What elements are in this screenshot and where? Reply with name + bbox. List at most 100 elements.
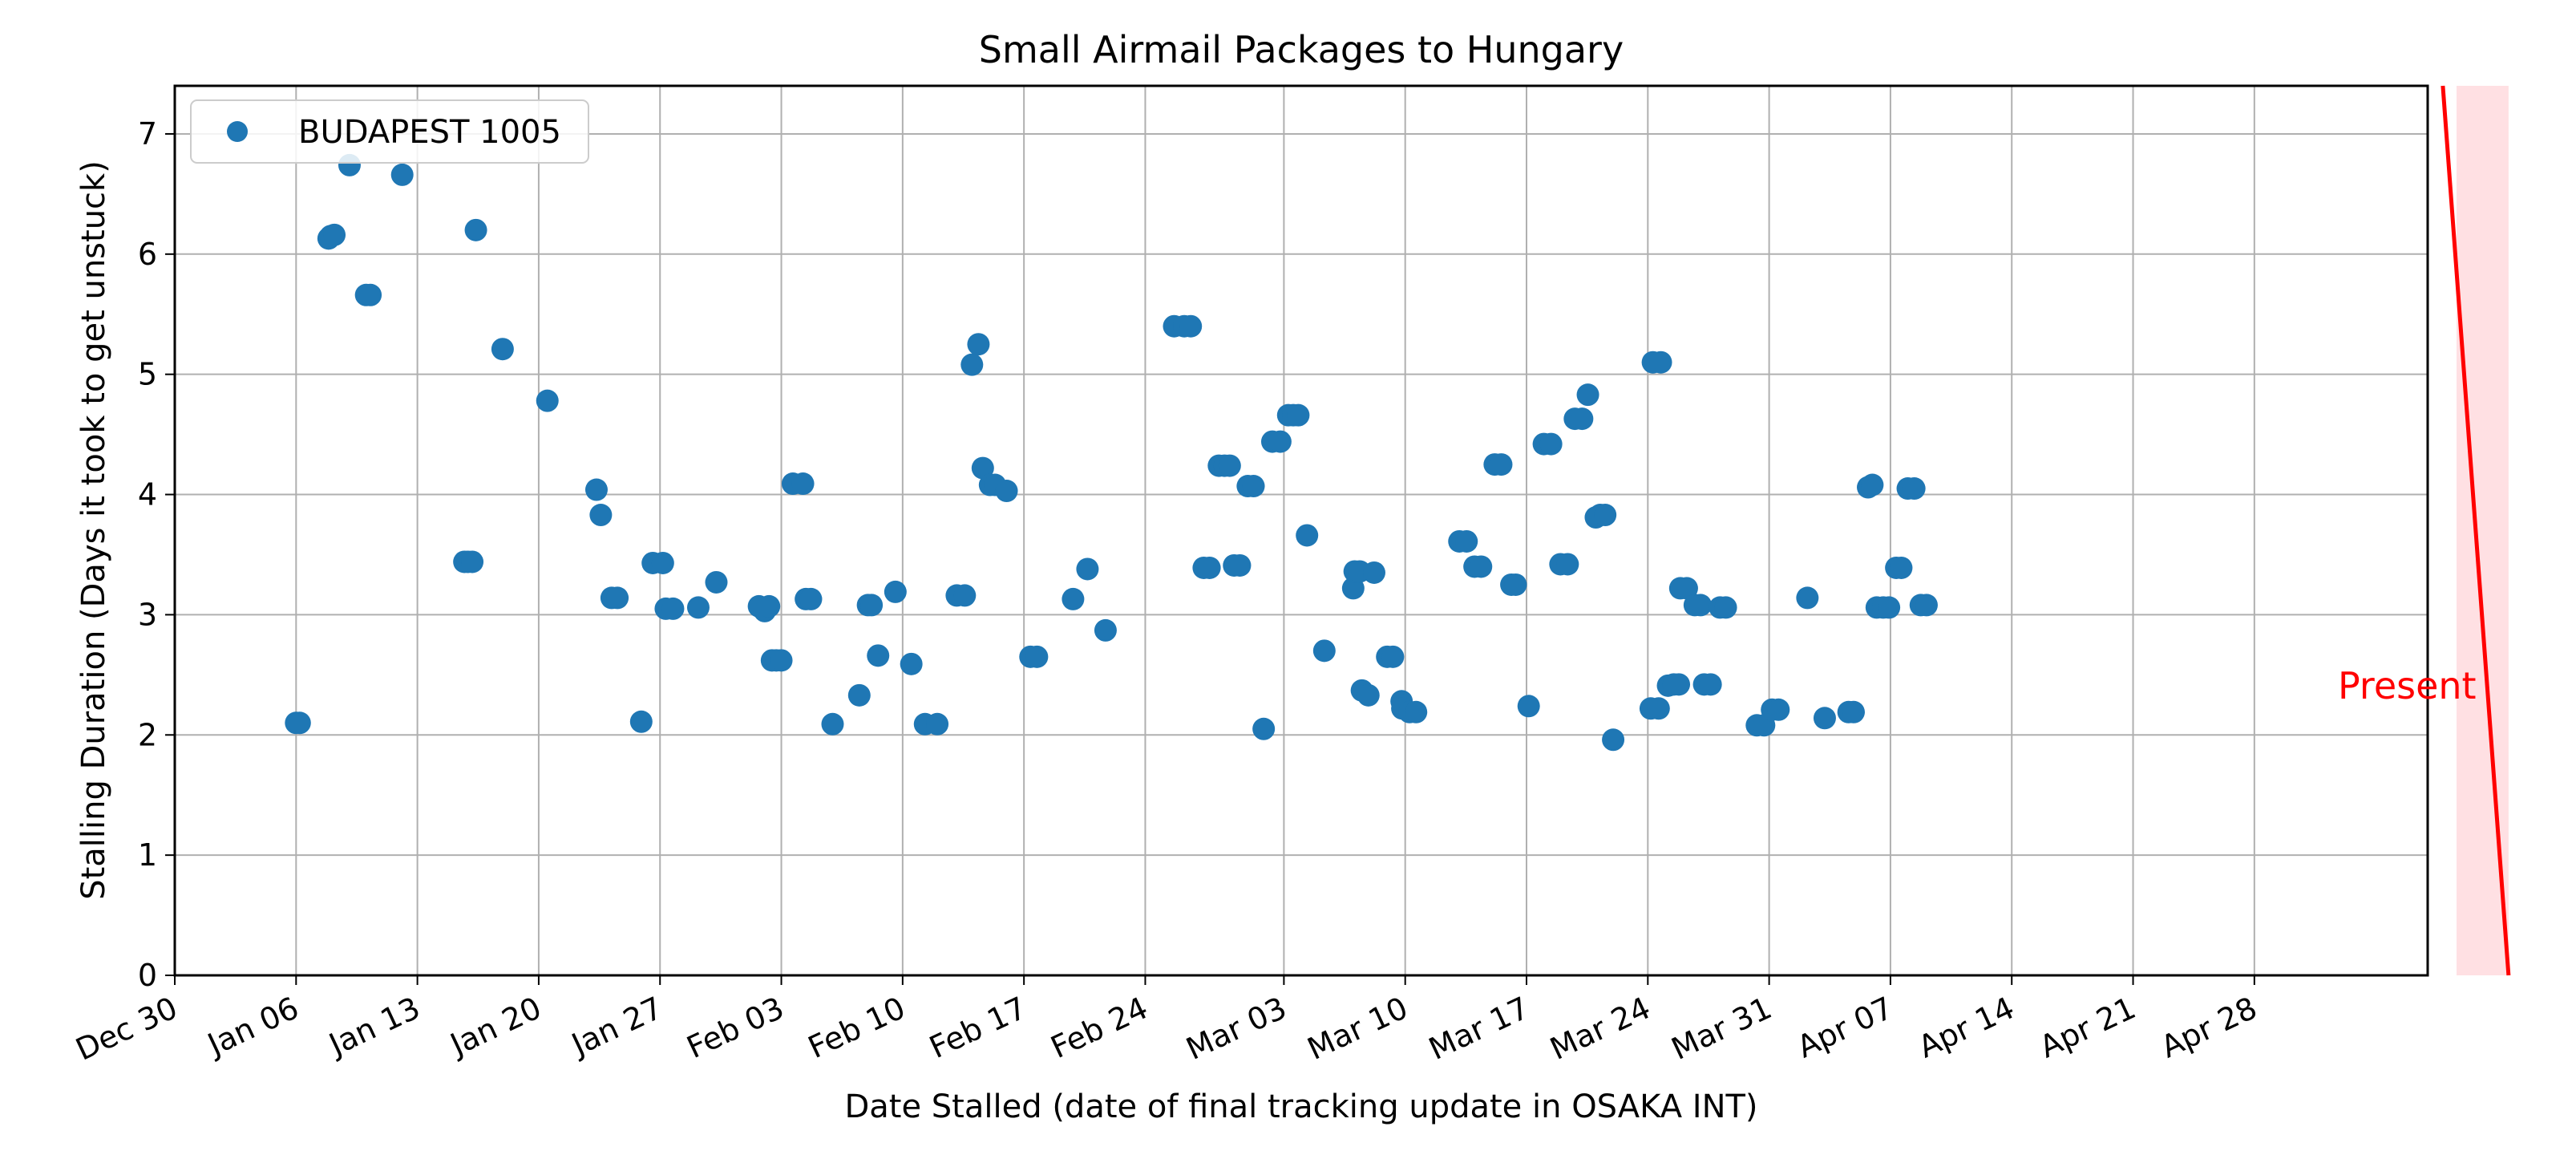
data-point — [323, 223, 346, 246]
data-point — [1576, 383, 1599, 407]
y-tick-label: 3 — [138, 597, 157, 632]
present-band-layer — [2457, 86, 2509, 975]
data-point — [791, 472, 815, 496]
y-tick-label: 7 — [138, 116, 157, 152]
data-point — [1025, 645, 1049, 668]
data-point — [770, 649, 793, 672]
data-point — [1470, 555, 1493, 578]
data-point — [1878, 596, 1901, 619]
data-point — [847, 683, 871, 707]
data-point — [1647, 697, 1670, 720]
data-point — [1062, 587, 1085, 610]
data-point — [461, 550, 484, 573]
data-point — [1490, 453, 1513, 476]
data-point — [1675, 577, 1698, 600]
data-point — [1571, 407, 1594, 431]
data-point — [1517, 695, 1540, 718]
data-point — [1861, 473, 1884, 496]
data-point — [1714, 596, 1737, 619]
present-band — [2457, 86, 2509, 975]
data-point — [661, 597, 685, 620]
data-point — [1076, 557, 1099, 581]
data-point — [1903, 477, 1926, 501]
data-point — [606, 586, 629, 610]
legend-label: BUDAPEST 1005 — [298, 114, 561, 151]
data-point — [1915, 594, 1938, 617]
data-point — [1362, 561, 1385, 584]
data-point — [1094, 618, 1117, 642]
data-point — [758, 594, 781, 618]
data-point — [1287, 403, 1310, 427]
data-point — [288, 711, 311, 735]
data-point — [1842, 700, 1865, 723]
data-point — [953, 584, 977, 607]
y-tick-label: 4 — [138, 477, 157, 513]
data-point — [1649, 351, 1672, 374]
data-point — [1556, 553, 1579, 576]
data-point — [1228, 553, 1252, 577]
data-point — [1341, 577, 1365, 600]
data-point — [900, 652, 923, 675]
data-point — [867, 644, 890, 667]
data-point — [884, 580, 907, 603]
y-axis-ticks: 0 1 2 3 4 5 6 7 — [138, 116, 175, 993]
data-point — [995, 480, 1018, 503]
data-point — [584, 478, 608, 501]
data-point — [960, 353, 984, 376]
data-point — [359, 283, 382, 306]
legend-marker — [227, 121, 248, 142]
data-point — [629, 710, 653, 733]
data-point — [589, 504, 613, 527]
data-point — [1455, 529, 1478, 553]
data-point — [390, 163, 414, 186]
y-tick-label: 5 — [138, 357, 157, 392]
data-point — [1539, 432, 1563, 456]
data-point — [1312, 639, 1336, 663]
data-point — [1689, 594, 1713, 617]
data-point — [1198, 556, 1221, 579]
data-point — [926, 712, 949, 736]
y-axis-label: Stalling Duration (Days it took to get u… — [75, 160, 112, 900]
chart-title: Small Airmail Packages to Hungary — [979, 28, 1624, 71]
data-point — [1268, 430, 1292, 453]
data-point — [491, 338, 514, 361]
data-point — [1796, 586, 1819, 610]
data-point — [1767, 698, 1790, 721]
data-point — [686, 596, 710, 619]
data-point — [799, 587, 823, 610]
data-point — [860, 594, 884, 617]
present-annotation — [2441, 85, 2511, 976]
data-point — [1218, 454, 1241, 477]
data-point — [705, 570, 728, 594]
data-point — [1242, 475, 1265, 498]
legend: BUDAPEST 1005 — [190, 99, 589, 164]
data-point — [1381, 645, 1405, 668]
data-point — [821, 712, 844, 736]
data-point — [1357, 683, 1380, 707]
data-point — [1602, 728, 1625, 752]
plot-frame — [173, 84, 2429, 977]
data-point — [1890, 556, 1913, 579]
x-axis-label: Date Stalled (date of final tracking upd… — [844, 1088, 1757, 1125]
data-points — [285, 153, 1938, 752]
data-point — [967, 333, 990, 356]
y-tick-label: 0 — [138, 958, 157, 993]
data-point — [1699, 673, 1722, 696]
data-point — [1252, 717, 1276, 740]
present-label: Present — [2338, 664, 2477, 707]
data-point — [1179, 314, 1203, 338]
data-point — [1296, 524, 1319, 547]
data-point — [536, 389, 559, 412]
legend-box — [190, 99, 589, 164]
y-tick-label: 1 — [138, 837, 157, 873]
present-line — [2441, 85, 2511, 976]
y-tick-label: 6 — [138, 237, 157, 272]
y-tick-label: 2 — [138, 717, 157, 752]
data-point — [1405, 700, 1428, 723]
data-point — [651, 551, 674, 574]
data-point — [1594, 504, 1617, 527]
data-point — [1668, 673, 1691, 696]
